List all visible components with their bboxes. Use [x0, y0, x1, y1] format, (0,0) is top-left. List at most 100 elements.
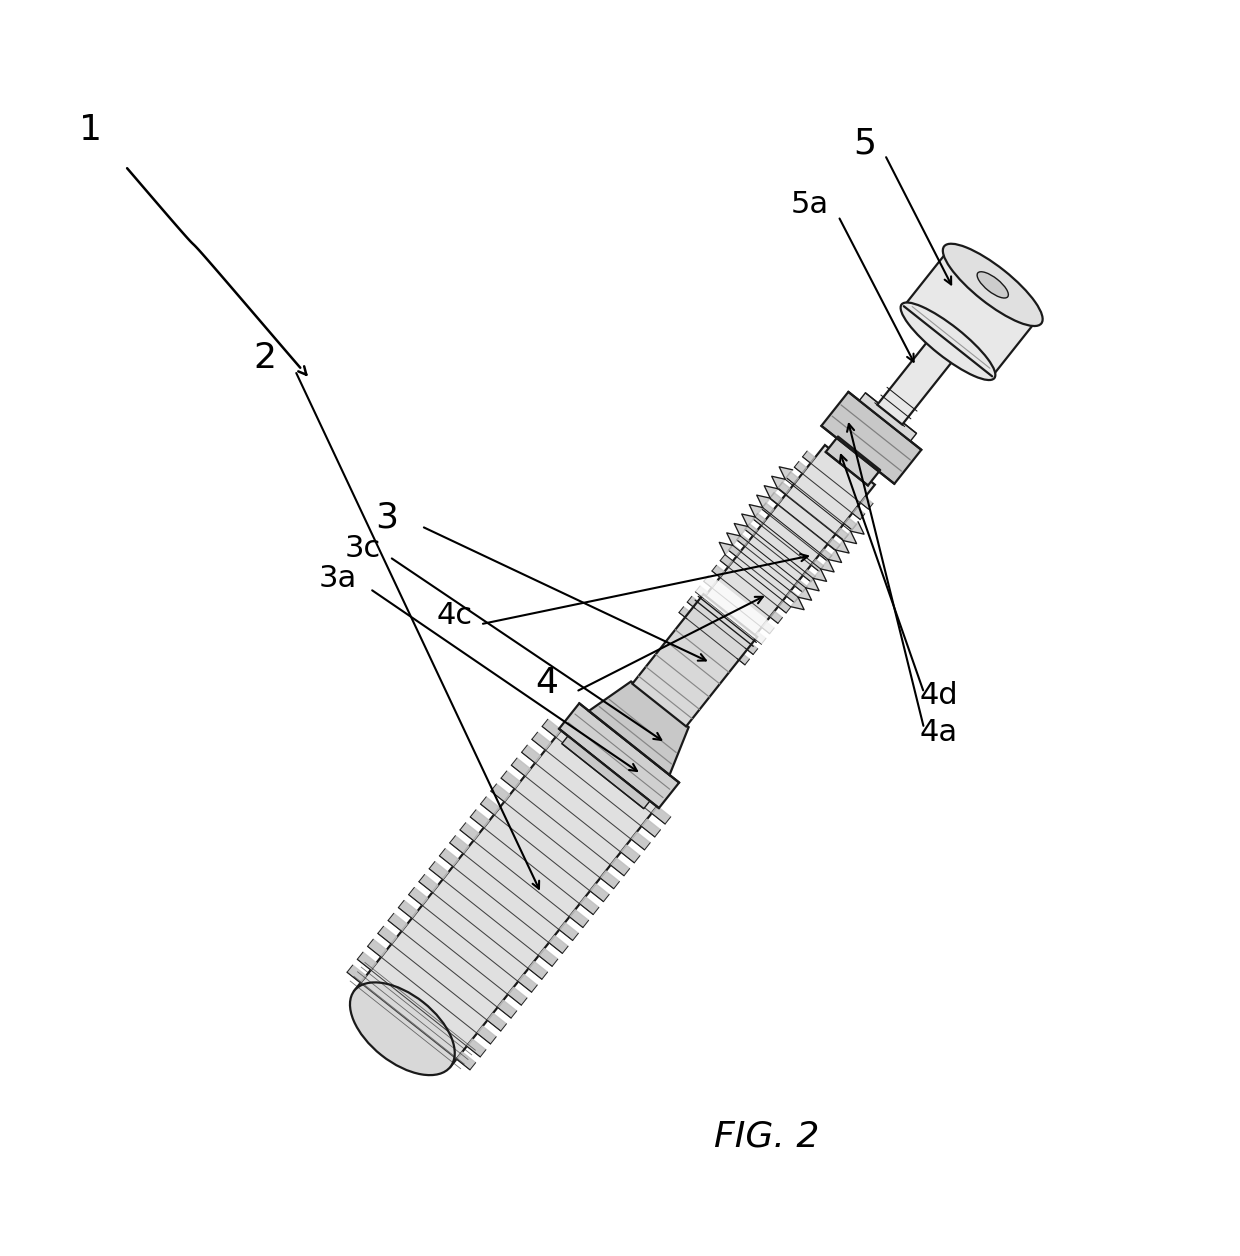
Polygon shape: [600, 870, 619, 889]
Polygon shape: [761, 622, 774, 634]
Polygon shape: [398, 901, 418, 918]
Text: 4: 4: [534, 666, 558, 700]
Ellipse shape: [350, 982, 455, 1075]
Text: 2: 2: [253, 342, 277, 376]
Text: FIG. 2: FIG. 2: [714, 1120, 820, 1154]
Polygon shape: [737, 534, 749, 546]
Text: 4d: 4d: [920, 681, 959, 710]
Polygon shape: [511, 759, 531, 776]
Polygon shape: [754, 632, 766, 644]
Polygon shape: [795, 461, 807, 474]
Text: 3: 3: [376, 501, 398, 535]
Polygon shape: [652, 806, 671, 824]
Polygon shape: [355, 720, 665, 1066]
Polygon shape: [851, 521, 864, 534]
Polygon shape: [813, 569, 827, 582]
Polygon shape: [367, 939, 387, 957]
Polygon shape: [460, 823, 479, 840]
Polygon shape: [737, 653, 749, 664]
Polygon shape: [621, 845, 640, 863]
Polygon shape: [439, 849, 459, 867]
Polygon shape: [753, 514, 765, 525]
Polygon shape: [779, 600, 791, 613]
Polygon shape: [843, 531, 857, 544]
Polygon shape: [501, 771, 520, 789]
Polygon shape: [580, 897, 599, 914]
Polygon shape: [497, 1000, 517, 1019]
Polygon shape: [559, 923, 578, 941]
Polygon shape: [770, 492, 782, 505]
Polygon shape: [719, 543, 733, 555]
Polygon shape: [756, 495, 770, 507]
Text: 4c: 4c: [436, 602, 472, 631]
Polygon shape: [761, 502, 774, 515]
Polygon shape: [641, 819, 661, 836]
Polygon shape: [802, 451, 815, 463]
Polygon shape: [904, 250, 1037, 377]
Polygon shape: [821, 392, 921, 484]
Polygon shape: [632, 594, 758, 726]
Polygon shape: [528, 961, 548, 980]
Polygon shape: [559, 703, 680, 808]
Polygon shape: [712, 565, 724, 578]
Polygon shape: [429, 862, 449, 879]
Polygon shape: [745, 524, 758, 536]
Polygon shape: [549, 936, 568, 953]
Ellipse shape: [977, 271, 1008, 298]
Polygon shape: [777, 482, 790, 495]
Text: 4a: 4a: [920, 717, 957, 747]
Polygon shape: [728, 545, 742, 556]
Polygon shape: [791, 597, 804, 609]
Polygon shape: [378, 927, 397, 945]
Ellipse shape: [900, 303, 996, 381]
Polygon shape: [357, 952, 377, 970]
Polygon shape: [828, 550, 842, 563]
Text: 3c: 3c: [345, 534, 381, 563]
Polygon shape: [806, 578, 820, 590]
Polygon shape: [590, 884, 609, 902]
Polygon shape: [704, 575, 717, 588]
Polygon shape: [419, 874, 438, 892]
Text: 5: 5: [853, 127, 877, 161]
Polygon shape: [811, 559, 823, 571]
Text: 5a: 5a: [791, 191, 830, 220]
Polygon shape: [852, 507, 864, 520]
Polygon shape: [450, 835, 469, 854]
Polygon shape: [770, 612, 782, 623]
Polygon shape: [589, 682, 688, 775]
Polygon shape: [456, 1053, 476, 1070]
Polygon shape: [836, 540, 849, 553]
Polygon shape: [820, 549, 832, 561]
Polygon shape: [742, 514, 755, 526]
Polygon shape: [844, 517, 857, 530]
Polygon shape: [687, 597, 699, 608]
Polygon shape: [786, 472, 799, 484]
Polygon shape: [795, 580, 807, 592]
Polygon shape: [681, 445, 875, 666]
Polygon shape: [802, 570, 816, 582]
Polygon shape: [538, 948, 558, 966]
Polygon shape: [518, 975, 537, 992]
Polygon shape: [749, 505, 763, 517]
Polygon shape: [388, 913, 407, 931]
Polygon shape: [610, 858, 630, 875]
Polygon shape: [532, 732, 551, 750]
Ellipse shape: [942, 244, 1043, 327]
Polygon shape: [827, 539, 839, 550]
Polygon shape: [764, 486, 777, 499]
Polygon shape: [569, 909, 589, 927]
Polygon shape: [745, 642, 758, 654]
Polygon shape: [720, 555, 733, 566]
Polygon shape: [727, 533, 740, 545]
Polygon shape: [347, 965, 366, 983]
Polygon shape: [631, 831, 650, 850]
Polygon shape: [779, 467, 792, 480]
Text: 1: 1: [79, 113, 102, 147]
Polygon shape: [491, 784, 510, 801]
Polygon shape: [861, 497, 873, 509]
Polygon shape: [836, 529, 848, 540]
Polygon shape: [466, 1039, 486, 1056]
Polygon shape: [877, 328, 963, 425]
Polygon shape: [470, 810, 490, 828]
Polygon shape: [821, 559, 835, 571]
